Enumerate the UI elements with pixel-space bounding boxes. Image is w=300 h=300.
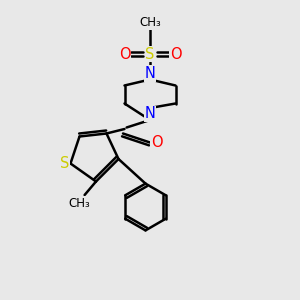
Text: O: O [151, 135, 162, 150]
Text: O: O [170, 46, 181, 62]
Text: S: S [145, 46, 155, 62]
Text: CH₃: CH₃ [139, 16, 161, 29]
Text: S: S [60, 156, 69, 171]
Text: N: N [145, 66, 155, 81]
Text: CH₃: CH₃ [69, 196, 90, 210]
Text: O: O [119, 46, 130, 62]
Text: N: N [145, 106, 155, 122]
